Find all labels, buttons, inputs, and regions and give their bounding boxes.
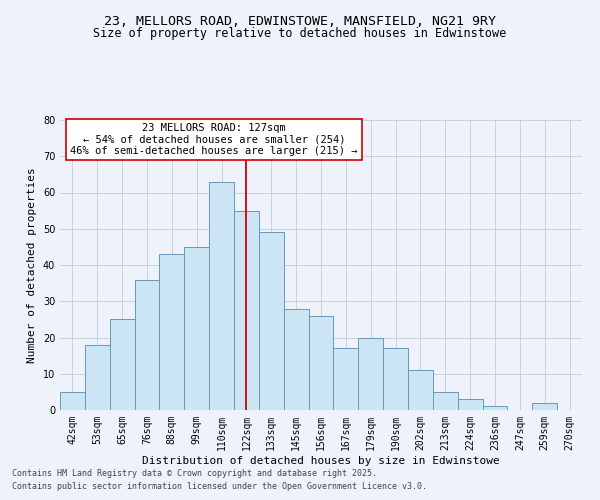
Text: 23 MELLORS ROAD: 127sqm
← 54% of detached houses are smaller (254)
46% of semi-d: 23 MELLORS ROAD: 127sqm ← 54% of detache… [70, 123, 358, 156]
Bar [209, 182, 234, 410]
Bar [334, 348, 358, 410]
Bar [60, 392, 85, 410]
Bar [160, 254, 184, 410]
Bar [134, 280, 160, 410]
Bar [308, 316, 334, 410]
Bar [408, 370, 433, 410]
Bar [458, 399, 482, 410]
Text: 23, MELLORS ROAD, EDWINSTOWE, MANSFIELD, NG21 9RY: 23, MELLORS ROAD, EDWINSTOWE, MANSFIELD,… [104, 15, 496, 28]
Y-axis label: Number of detached properties: Number of detached properties [27, 167, 37, 363]
X-axis label: Distribution of detached houses by size in Edwinstowe: Distribution of detached houses by size … [142, 456, 500, 466]
Bar [184, 247, 209, 410]
Bar [532, 403, 557, 410]
Bar [110, 320, 134, 410]
Bar [482, 406, 508, 410]
Bar [85, 345, 110, 410]
Text: Contains public sector information licensed under the Open Government Licence v3: Contains public sector information licen… [12, 482, 427, 491]
Bar [433, 392, 458, 410]
Bar [383, 348, 408, 410]
Bar [234, 210, 259, 410]
Text: Size of property relative to detached houses in Edwinstowe: Size of property relative to detached ho… [94, 28, 506, 40]
Text: Contains HM Land Registry data © Crown copyright and database right 2025.: Contains HM Land Registry data © Crown c… [12, 468, 377, 477]
Bar [284, 308, 308, 410]
Bar [358, 338, 383, 410]
Bar [259, 232, 284, 410]
